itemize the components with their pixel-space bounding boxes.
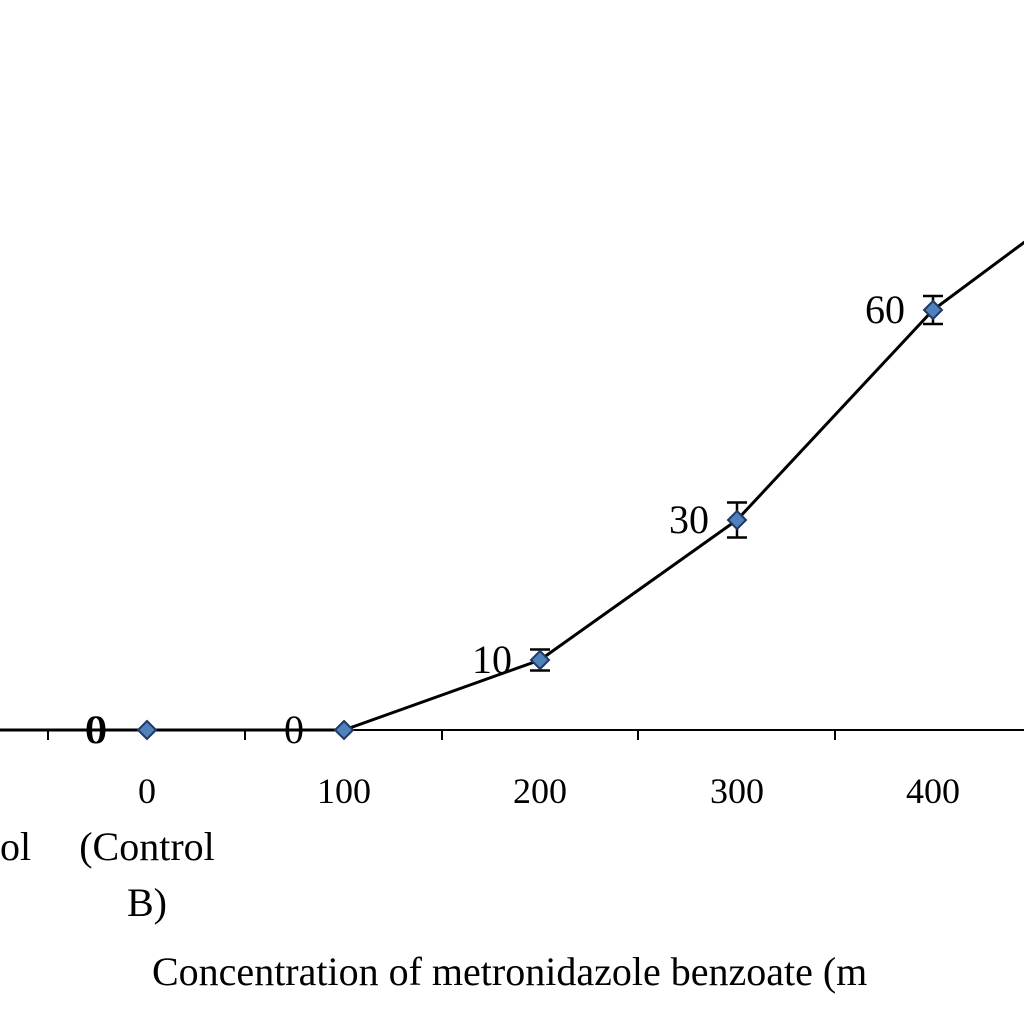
data-point — [726, 509, 748, 531]
x-tick-label: 200 — [513, 771, 567, 811]
x-tick-label: ol — [0, 824, 31, 869]
x-axis-title: Concentration of metronidazole benzoate … — [152, 949, 867, 994]
data-label: 60 — [865, 287, 905, 332]
data-point — [922, 299, 944, 321]
data-points — [136, 294, 944, 741]
data-label: 30 — [669, 497, 709, 542]
x-tick-label: 100 — [317, 771, 371, 811]
data-label: 0 — [85, 707, 105, 752]
data-label: 10 — [472, 637, 512, 682]
data-point — [136, 719, 158, 741]
data-point — [333, 719, 355, 741]
x-tick-label: 0 — [138, 771, 156, 811]
data-label: 0 — [284, 707, 304, 752]
x-tick-sublabel: B) — [127, 880, 167, 925]
data-label: 0 — [87, 707, 107, 752]
x-tick-sublabel: (Control — [79, 824, 215, 869]
x-tick-label: 300 — [710, 771, 764, 811]
data-point — [529, 649, 551, 671]
x-tick-label: 400 — [906, 771, 960, 811]
